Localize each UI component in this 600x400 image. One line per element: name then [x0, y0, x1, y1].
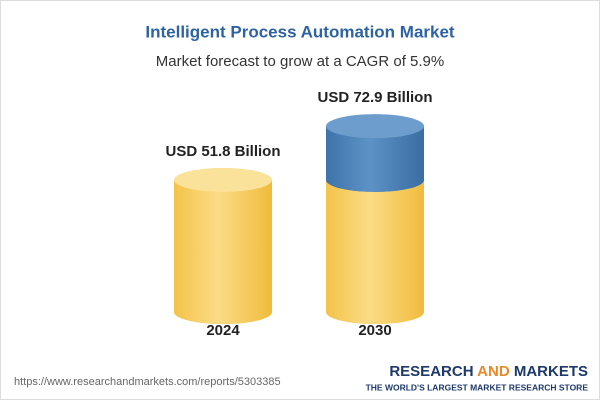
cylinder-body	[326, 179, 424, 312]
chart-title: Intelligent Process Automation Market	[145, 22, 455, 41]
brand-word: AND	[477, 363, 510, 380]
x-tick-label: 2024	[206, 322, 240, 339]
value-label: USD 72.9 Billion	[317, 89, 432, 106]
cylinder-body	[174, 179, 272, 312]
x-tick-label: 2030	[358, 322, 391, 339]
cylinder-top	[326, 114, 424, 139]
source-url: https://www.researchandmarkets.com/repor…	[14, 376, 281, 388]
brand: RESEARCH AND MARKETS	[389, 363, 588, 380]
cylinder-bottom-face	[326, 167, 424, 192]
cylinder-top	[174, 167, 272, 192]
tagline: THE WORLD'S LARGEST MARKET RESEARCH STOR…	[366, 382, 589, 392]
cylinder-bottom-face	[174, 300, 272, 324]
value-label: USD 51.8 Billion	[165, 143, 280, 160]
cylinder-bottom-face	[326, 300, 424, 324]
chart-subtitle: Market forecast to grow at a CAGR of 5.9…	[156, 53, 444, 70]
brand-word: RESEARCH	[389, 363, 473, 380]
brand-word: MARKETS	[514, 363, 588, 380]
